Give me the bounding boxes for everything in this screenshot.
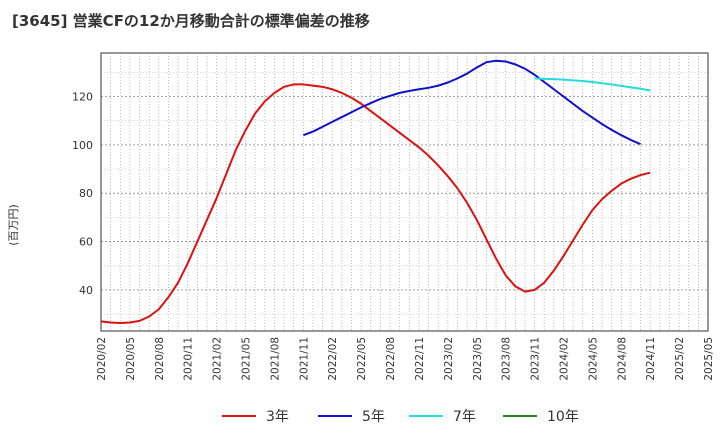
- legend-swatch: [409, 415, 443, 417]
- x-tick-label: 2022/08: [385, 337, 397, 381]
- x-tick-label: 2023/11: [530, 337, 542, 381]
- x-tick-label: 2023/08: [501, 337, 513, 381]
- x-tick-label: 2025/05: [703, 337, 715, 381]
- y-tick-label: 60: [79, 236, 93, 249]
- plot-frame: [100, 52, 709, 332]
- x-tick-label: 2020/08: [154, 337, 166, 381]
- legend: 3年 5年 7年 10年: [0, 404, 720, 428]
- series-line-5年: [302, 59, 641, 146]
- x-tick-label: 2021/02: [212, 337, 224, 381]
- y-tick-label: 100: [72, 139, 93, 152]
- x-tick-label: 2024/08: [616, 337, 628, 381]
- x-tick-label: 2023/05: [472, 337, 484, 381]
- series-line-7年: [534, 77, 651, 92]
- x-tick-label: 2024/02: [558, 337, 570, 381]
- legend-swatch: [222, 415, 256, 417]
- plot-background: [101, 53, 708, 331]
- legend-item: 10年: [503, 404, 579, 428]
- series-line-3年: [100, 83, 651, 325]
- legend-label: 3年: [266, 409, 289, 425]
- legend-label: 5年: [362, 409, 385, 425]
- legend-swatch: [318, 415, 352, 417]
- legend-item: 5年: [318, 404, 385, 428]
- legend-item: 3年: [222, 404, 289, 428]
- legend-label: 7年: [453, 409, 476, 425]
- x-tick-label: 2022/11: [414, 337, 426, 381]
- legend-label: 10年: [547, 409, 579, 425]
- y-tick-label: 80: [79, 187, 93, 200]
- x-tick-label: 2021/08: [269, 337, 281, 381]
- x-tick-label: 2020/11: [183, 337, 195, 381]
- chart-title: [3645] 営業CFの12か月移動合計の標準偏差の推移: [12, 12, 370, 30]
- x-tick-label: 2024/11: [645, 337, 657, 381]
- x-tick-label: 2024/05: [587, 337, 599, 381]
- x-tick-label: 2022/02: [327, 337, 339, 381]
- legend-item: 7年: [409, 404, 476, 428]
- x-tick-label: 2021/11: [298, 337, 310, 381]
- x-tick-label: 2023/02: [443, 337, 455, 381]
- x-tick-label: 2022/05: [356, 337, 368, 381]
- y-tick-label: 40: [79, 284, 93, 297]
- x-tick-label: 2020/02: [96, 337, 108, 381]
- x-tick-label: 2021/05: [241, 337, 253, 381]
- y-tick-label: 120: [72, 91, 93, 104]
- x-tick-label: 2025/02: [674, 337, 686, 381]
- x-tick-label: 2020/05: [125, 337, 137, 381]
- legend-swatch: [503, 415, 537, 417]
